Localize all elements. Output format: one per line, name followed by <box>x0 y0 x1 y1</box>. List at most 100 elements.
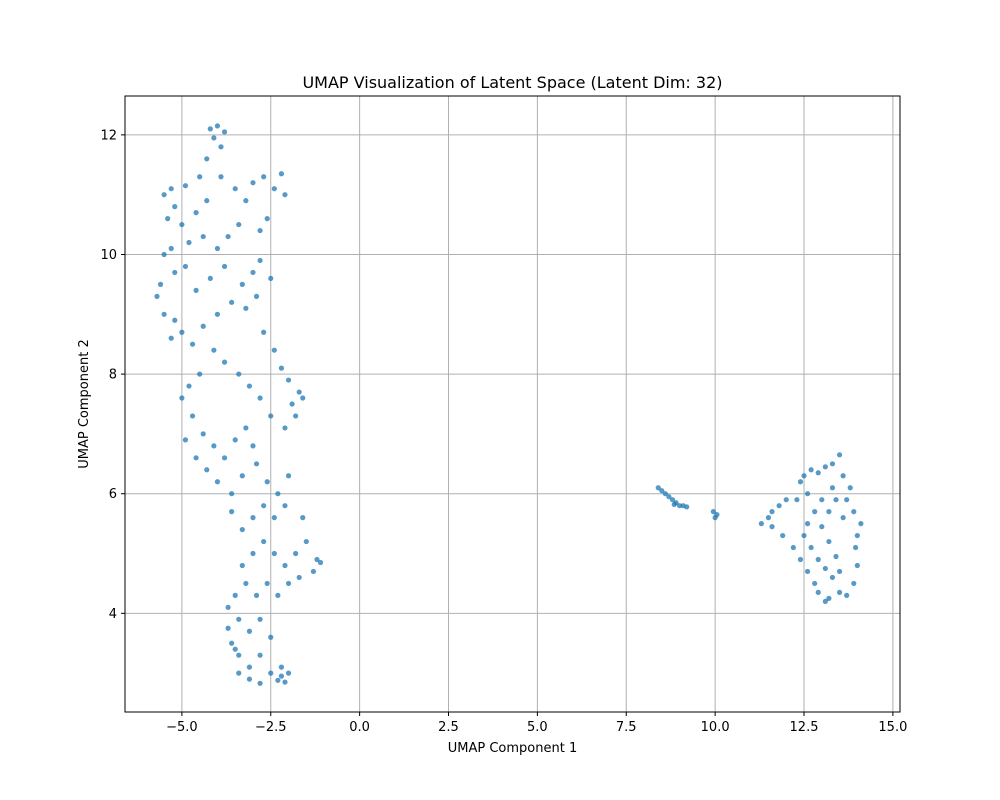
data-point <box>844 592 850 598</box>
data-point <box>822 565 828 572</box>
data-point <box>246 383 253 389</box>
data-point <box>168 186 174 192</box>
data-point <box>236 652 242 658</box>
axis-ticks: −5.0 −2.5 0.0 2.5 5.0 7.5 10.0 12.5 15.0 4 6 8 10 12 <box>100 128 907 735</box>
data-point <box>161 192 167 198</box>
data-point <box>815 589 821 595</box>
data-point <box>822 464 828 470</box>
data-point <box>829 461 836 467</box>
data-point <box>264 580 270 587</box>
data-point <box>204 156 210 162</box>
data-point <box>833 497 839 503</box>
data-point <box>193 210 199 216</box>
y-tick-label: 12 <box>100 128 117 143</box>
data-point <box>243 305 249 311</box>
data-point <box>172 204 178 210</box>
data-point <box>239 281 245 287</box>
y-tick-label: 8 <box>109 368 117 383</box>
data-point <box>271 347 277 353</box>
data-point <box>186 383 192 389</box>
data-point <box>236 371 242 377</box>
data-point <box>300 395 306 401</box>
data-point <box>189 341 196 347</box>
data-point <box>314 556 320 563</box>
data-point <box>243 580 249 587</box>
data-point <box>684 504 690 510</box>
data-point <box>236 670 242 676</box>
data-point <box>819 497 825 503</box>
data-point <box>161 251 167 258</box>
data-point <box>232 646 238 652</box>
data-point <box>179 329 185 335</box>
data-point <box>179 221 185 228</box>
data-point <box>257 616 263 622</box>
x-tick-label: 7.5 <box>616 720 637 735</box>
data-point <box>221 359 228 365</box>
data-point <box>268 634 274 640</box>
data-point <box>852 544 859 551</box>
data-point <box>250 515 256 521</box>
data-point <box>769 524 775 530</box>
data-point <box>285 670 292 676</box>
y-tick-label: 6 <box>109 487 117 502</box>
data-point <box>214 479 221 485</box>
data-point <box>214 311 221 317</box>
y-axis-label: UMAP Component 2 <box>77 339 92 468</box>
data-point <box>246 628 253 634</box>
data-point <box>282 503 288 509</box>
data-point <box>172 317 178 323</box>
data-point <box>783 497 789 503</box>
data-point <box>250 269 256 276</box>
data-point <box>285 377 292 383</box>
data-point <box>310 568 317 575</box>
data-point <box>250 180 256 186</box>
data-point <box>794 497 800 503</box>
grid-lines <box>125 96 900 712</box>
data-point <box>278 365 285 371</box>
data-point <box>801 532 807 539</box>
data-point <box>257 652 263 658</box>
data-point <box>239 473 245 479</box>
data-point <box>840 515 846 521</box>
data-point <box>257 680 263 686</box>
data-point <box>815 470 821 476</box>
data-point <box>246 664 253 670</box>
data-point <box>239 562 245 569</box>
data-point <box>282 679 288 685</box>
x-tick-label: −5.0 <box>166 720 198 735</box>
data-point <box>826 509 832 515</box>
data-point <box>211 135 217 141</box>
data-point <box>243 425 249 431</box>
data-point <box>229 491 235 497</box>
data-point <box>714 512 720 518</box>
plot-frame <box>124 95 901 713</box>
data-point <box>161 311 167 317</box>
data-point <box>293 413 299 419</box>
data-point <box>278 673 285 679</box>
data-point <box>264 479 270 485</box>
data-point <box>232 186 238 192</box>
data-point <box>189 413 196 419</box>
data-point <box>812 580 818 587</box>
data-point <box>225 233 231 240</box>
data-point <box>666 494 672 500</box>
data-point <box>168 335 174 341</box>
data-point <box>257 257 263 264</box>
x-tick-label: 10.0 <box>701 720 730 735</box>
x-tick-label: 15.0 <box>878 720 907 735</box>
data-point <box>282 562 288 569</box>
data-point <box>182 437 189 443</box>
data-point <box>154 293 160 299</box>
data-point <box>851 509 857 515</box>
data-point <box>207 126 213 132</box>
x-tick-label: 5.0 <box>527 720 548 735</box>
data-point <box>253 592 260 598</box>
data-point <box>851 580 857 587</box>
data-point <box>271 186 277 192</box>
data-point <box>193 287 199 293</box>
data-point <box>221 455 228 461</box>
data-point <box>790 544 796 551</box>
data-point <box>243 198 249 204</box>
data-point <box>186 239 192 246</box>
